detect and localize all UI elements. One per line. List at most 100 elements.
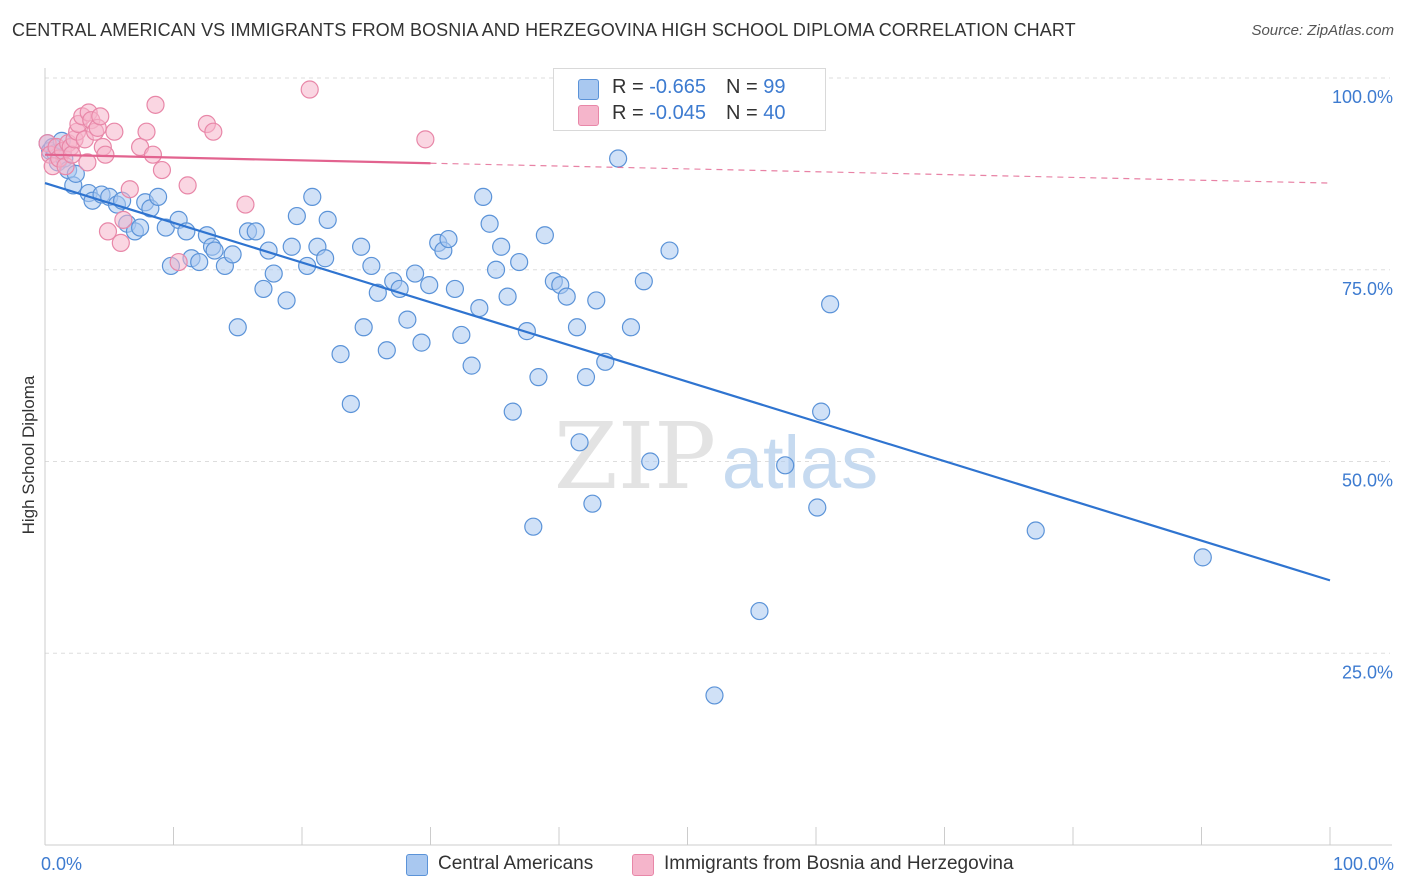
point-central-american: [498, 287, 517, 306]
point-central-american: [776, 456, 795, 475]
chart-title: CENTRAL AMERICAN VS IMMIGRANTS FROM BOSN…: [12, 20, 1076, 40]
point-central-american: [445, 279, 465, 299]
point-central-american: [609, 149, 628, 168]
r-value: -0.665: [649, 76, 706, 98]
point-bosnia: [98, 222, 118, 241]
point-bosnia: [204, 122, 223, 141]
n-label: N =: [725, 76, 764, 98]
trendline-central-american: [44, 182, 1331, 582]
point-central-american: [287, 206, 306, 226]
point-central-american: [750, 601, 769, 621]
point-central-american: [282, 237, 301, 256]
point-central-american: [130, 218, 150, 237]
point-bosnia: [143, 145, 163, 164]
point-bosnia: [114, 210, 133, 229]
point-bosnia: [78, 153, 97, 172]
legend-text: R = -0.045 N = 40: [612, 102, 785, 125]
point-central-american: [405, 264, 425, 283]
point-central-american: [362, 256, 381, 276]
x-tick-label: 100.0%: [1333, 854, 1394, 874]
point-central-american: [1193, 548, 1212, 567]
bottom-swatch-blue: [406, 854, 428, 876]
legend-text: R = -0.665 N = 99: [612, 76, 785, 99]
r-label: R =: [612, 102, 650, 124]
point-central-american: [303, 187, 322, 206]
tick-labels: 25.0% 50.0% 75.0% 100.0% 0.0% 100.0% High Scho…: [19, 87, 1394, 874]
point-central-american: [354, 318, 373, 337]
n-value: 40: [763, 102, 786, 124]
r-value: -0.045: [649, 102, 706, 124]
watermark-atlas: atlas: [722, 421, 878, 504]
point-central-american: [480, 214, 499, 233]
point-bosnia: [96, 145, 115, 164]
point-central-american: [524, 517, 543, 536]
point-central-american: [246, 222, 265, 241]
watermark-zip: ZIP: [554, 403, 716, 510]
point-central-american: [474, 187, 493, 206]
point-central-american: [1026, 521, 1045, 540]
point-central-american: [254, 279, 273, 299]
point-bosnia: [120, 180, 139, 199]
point-central-american: [503, 402, 522, 421]
point-central-american: [535, 226, 554, 245]
bottom-swatch-pink: [632, 854, 654, 876]
point-central-american: [205, 241, 224, 260]
point-bosnia: [236, 195, 255, 214]
y-tick-label: 50.0%: [1342, 471, 1393, 491]
r-label: R =: [612, 76, 650, 98]
point-bosnia: [300, 80, 319, 99]
point-central-american: [341, 394, 360, 414]
point-central-american: [529, 368, 548, 387]
trendline-dashed-bosnia: [430, 162, 1331, 184]
watermark: ZIP atlas: [554, 403, 878, 510]
axes: [44, 68, 1392, 846]
y-axis-title: High School Diploma: [19, 375, 38, 534]
point-bosnia: [91, 107, 110, 126]
y-tick-label: 100.0%: [1332, 87, 1393, 107]
bottom-legend-label: Central Americans: [438, 853, 594, 874]
y-tick-label: 25.0%: [1342, 662, 1393, 682]
point-central-american: [470, 299, 489, 318]
point-central-american: [583, 494, 602, 513]
point-central-american: [148, 187, 168, 206]
point-bosnia: [152, 160, 172, 180]
point-central-american: [452, 325, 471, 345]
point-central-american: [557, 287, 576, 306]
trend-lines: [44, 153, 1331, 582]
point-bosnia: [178, 176, 197, 195]
point-central-american: [264, 264, 283, 283]
point-central-american: [492, 237, 511, 256]
gridlines: [45, 77, 1390, 654]
point-central-american: [660, 241, 679, 260]
x-tick-label: 0.0%: [41, 854, 82, 874]
point-central-american: [510, 252, 529, 272]
series-central-american: [38, 95, 1212, 705]
legend-swatch-pink: [578, 105, 599, 126]
point-bosnia: [169, 252, 188, 272]
point-central-american: [377, 341, 396, 360]
point-central-american: [331, 345, 350, 364]
point-central-american: [439, 229, 458, 249]
stats-legend: R = -0.665 N = 99 R = -0.045 N = 40: [553, 68, 826, 131]
trendline-bosnia: [44, 153, 431, 165]
point-central-american: [576, 368, 596, 387]
point-central-american: [486, 260, 506, 279]
series-bosnia: [38, 80, 435, 272]
point-central-american: [641, 452, 660, 471]
point-central-american: [587, 291, 606, 310]
n-value: 99: [763, 76, 786, 98]
legend-swatch-blue: [578, 79, 599, 100]
point-central-american: [277, 291, 296, 310]
point-central-american: [570, 433, 589, 452]
point-central-american: [420, 275, 439, 295]
source-label: Source: ZipAtlas.com: [1251, 22, 1394, 39]
point-bosnia: [137, 122, 156, 141]
point-central-american: [812, 402, 831, 421]
point-central-american: [190, 252, 209, 272]
point-central-american: [228, 318, 247, 337]
point-central-american: [705, 686, 724, 705]
n-label: N =: [725, 102, 764, 124]
point-central-american: [316, 249, 335, 268]
point-central-american: [634, 272, 653, 291]
